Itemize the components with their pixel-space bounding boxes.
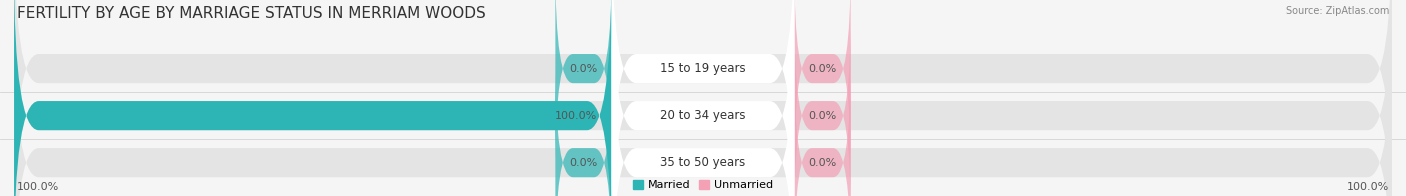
- Text: 100.0%: 100.0%: [555, 111, 598, 121]
- FancyBboxPatch shape: [612, 0, 794, 196]
- FancyBboxPatch shape: [794, 60, 851, 196]
- Text: 100.0%: 100.0%: [17, 182, 59, 192]
- Text: 0.0%: 0.0%: [808, 158, 837, 168]
- FancyBboxPatch shape: [14, 0, 1392, 196]
- Text: 35 to 50 years: 35 to 50 years: [661, 156, 745, 169]
- FancyBboxPatch shape: [555, 0, 612, 172]
- FancyBboxPatch shape: [794, 0, 851, 172]
- FancyBboxPatch shape: [14, 13, 1392, 196]
- Legend: Married, Unmarried: Married, Unmarried: [633, 180, 773, 191]
- FancyBboxPatch shape: [14, 0, 1392, 196]
- Text: 0.0%: 0.0%: [808, 111, 837, 121]
- FancyBboxPatch shape: [612, 0, 794, 196]
- Text: 15 to 19 years: 15 to 19 years: [661, 62, 745, 75]
- FancyBboxPatch shape: [555, 60, 612, 196]
- Text: Source: ZipAtlas.com: Source: ZipAtlas.com: [1285, 6, 1389, 16]
- Text: 0.0%: 0.0%: [808, 64, 837, 74]
- Text: 0.0%: 0.0%: [569, 158, 598, 168]
- FancyBboxPatch shape: [612, 13, 794, 196]
- Text: FERTILITY BY AGE BY MARRIAGE STATUS IN MERRIAM WOODS: FERTILITY BY AGE BY MARRIAGE STATUS IN M…: [17, 6, 485, 21]
- Text: 20 to 34 years: 20 to 34 years: [661, 109, 745, 122]
- Text: 0.0%: 0.0%: [569, 64, 598, 74]
- FancyBboxPatch shape: [14, 0, 612, 196]
- FancyBboxPatch shape: [794, 13, 851, 196]
- Text: 100.0%: 100.0%: [1347, 182, 1389, 192]
